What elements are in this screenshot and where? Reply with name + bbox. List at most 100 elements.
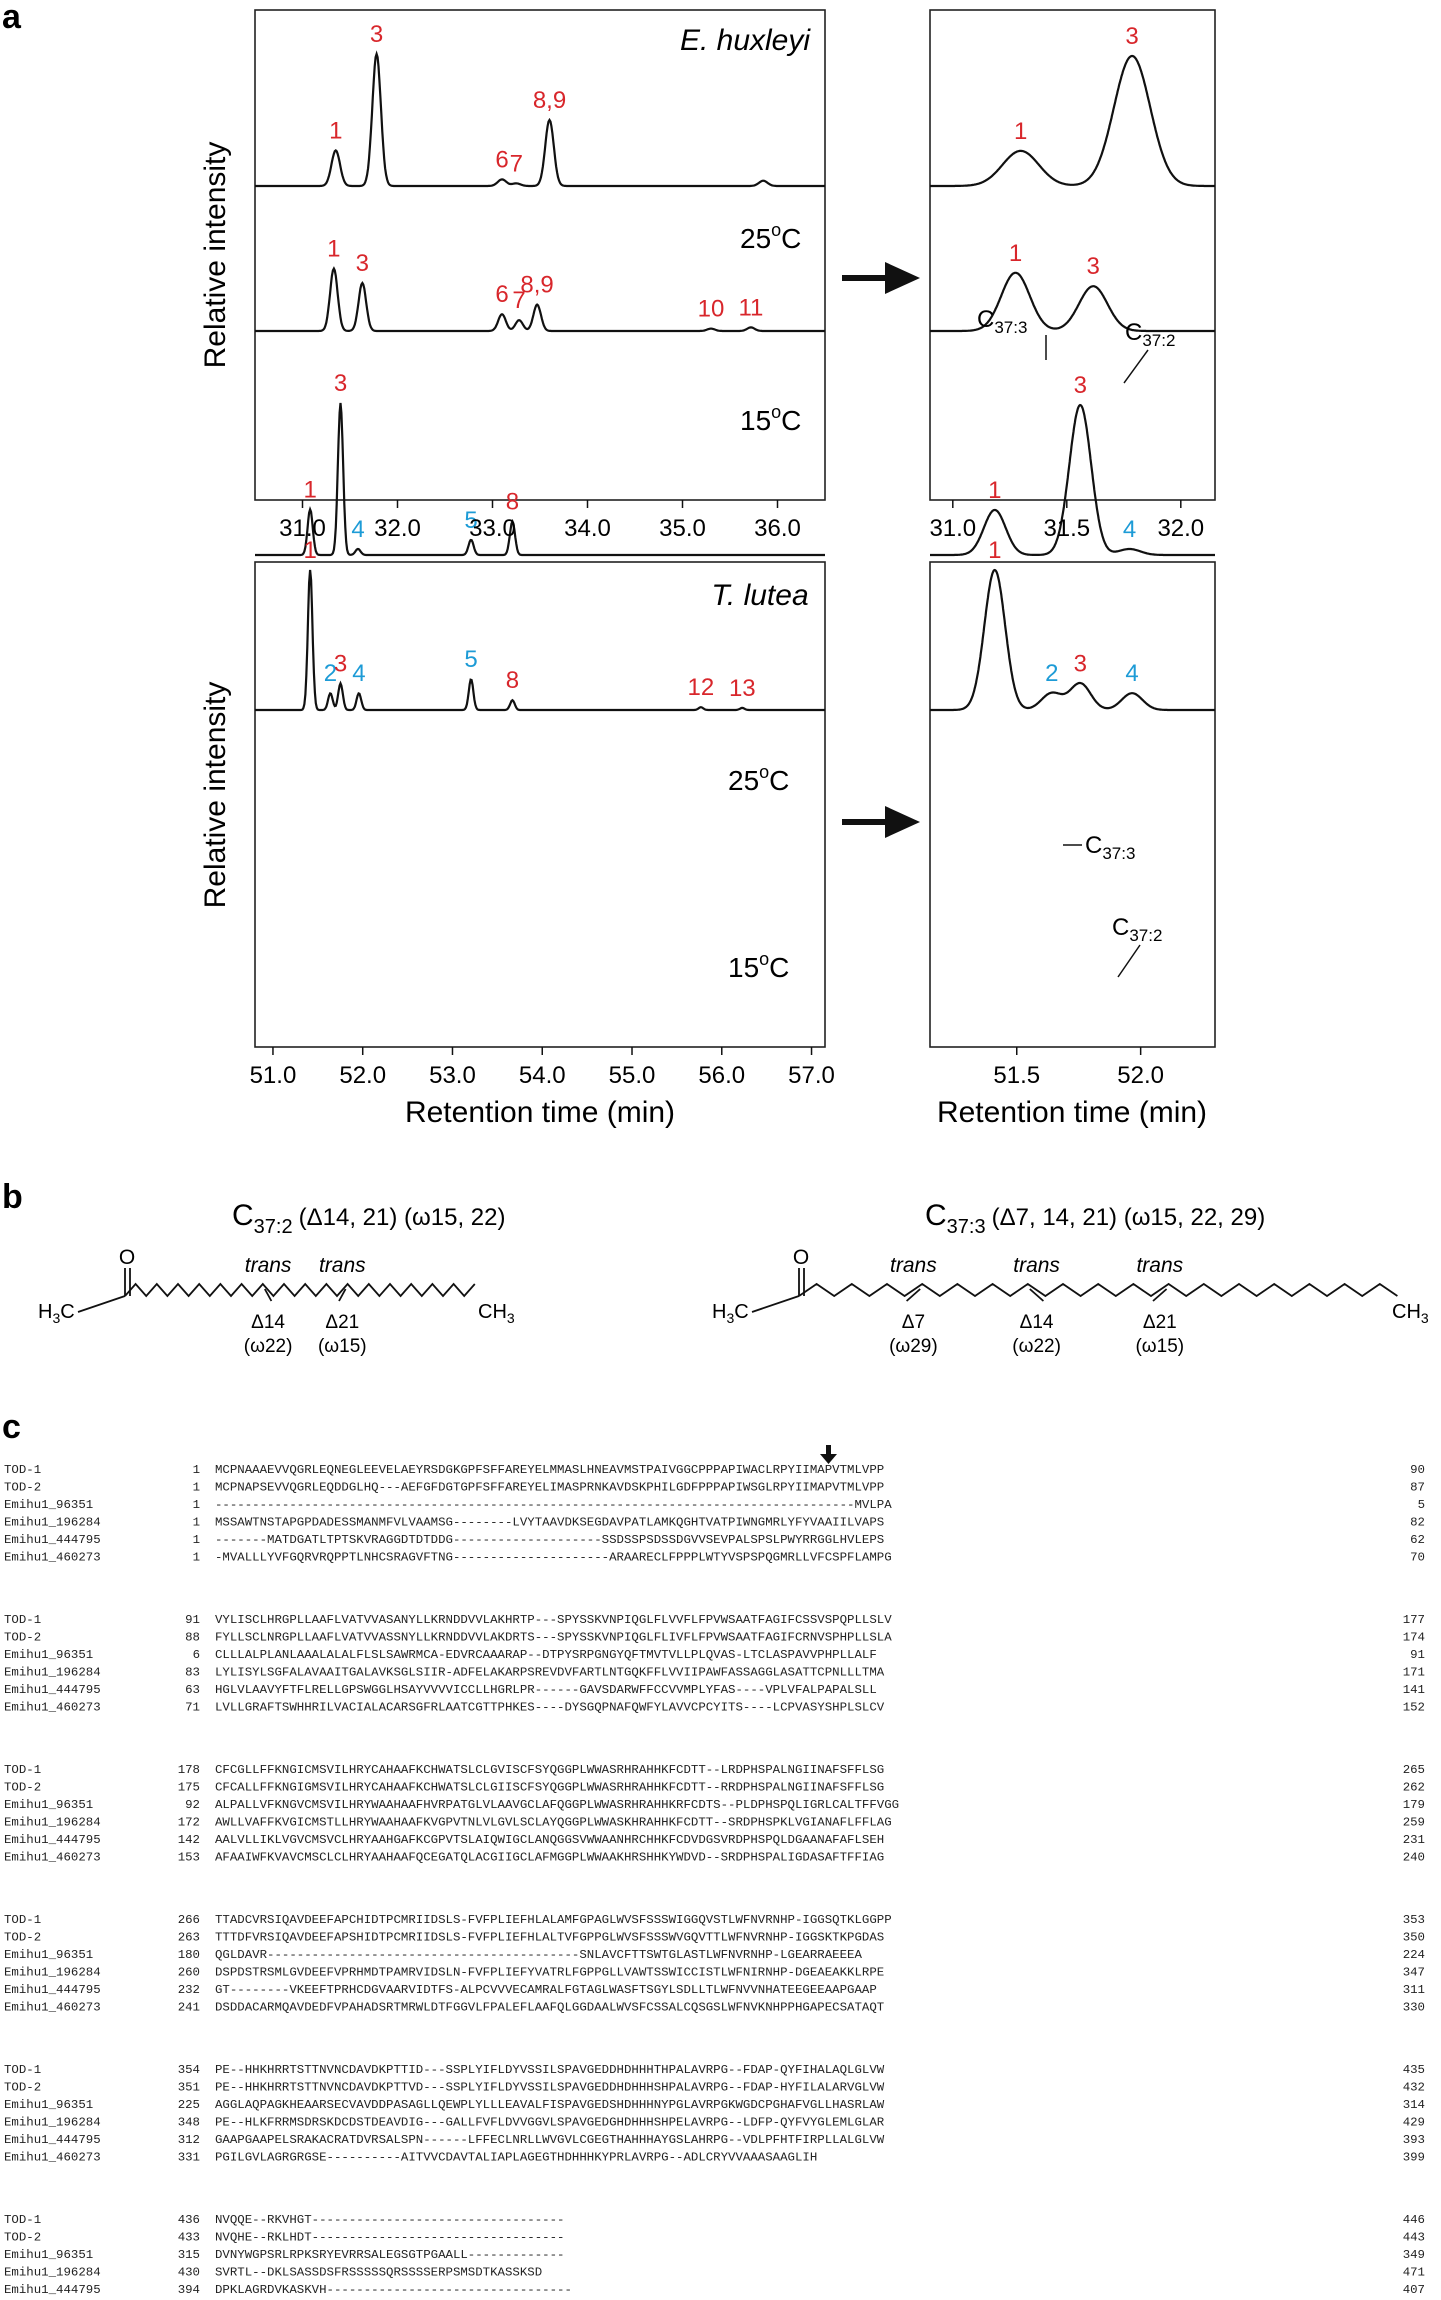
x-tick-label: 52.0 bbox=[339, 1062, 386, 1089]
alignment-seq-name: Emihu1_196284 bbox=[4, 1516, 101, 1530]
alignment-end-pos: 62 bbox=[1410, 1533, 1425, 1547]
oxygen-label: O bbox=[119, 1246, 135, 1269]
peak-label: 8 bbox=[506, 489, 519, 516]
alignment-start-pos: 92 bbox=[185, 1798, 200, 1812]
x-tick-label: 31.0 bbox=[279, 515, 326, 542]
alignment-sequence: FYLLSCLNRGPLLAAFLVATVVASSNYLLKRNDDVVLAKD… bbox=[215, 1631, 892, 1645]
panel-label-a: a bbox=[2, 0, 22, 36]
peak-label: 4 bbox=[1123, 516, 1136, 543]
alignment-seq-name: Emihu1_460273 bbox=[4, 1551, 101, 1565]
alignment-sequence: ----------------------------------------… bbox=[215, 1498, 892, 1512]
alignment-start-pos: 91 bbox=[185, 1613, 200, 1627]
methyl-label: CH3 bbox=[1392, 1301, 1429, 1326]
molecule-annotation: Δ14 bbox=[1020, 1312, 1054, 1333]
alignment-seq-name: Emihu1_96351 bbox=[4, 1498, 93, 1512]
peak-label: 1 bbox=[327, 236, 340, 263]
alignment-start-pos: 232 bbox=[178, 1983, 200, 1997]
peak-label: 4 bbox=[351, 516, 364, 543]
alignment-seq-name: Emihu1_96351 bbox=[4, 1648, 93, 1662]
x-tick-label: 57.0 bbox=[788, 1062, 835, 1089]
xlabel-right: Retention time (min) bbox=[937, 1096, 1207, 1129]
alignment-sequence: DPKLAGRDVKASKVH-------------------------… bbox=[215, 2283, 572, 2297]
peak-label: 8,9 bbox=[520, 272, 553, 299]
alignment-end-pos: 350 bbox=[1403, 1931, 1425, 1945]
peak-label: 3 bbox=[334, 370, 347, 397]
alignment-seq-name: Emihu1_444795 bbox=[4, 2283, 101, 2297]
alignment-start-pos: 348 bbox=[178, 2116, 200, 2130]
alignment-sequence: CFCALLFFKNGIGMSVILHRYCAHAAFKCHWATSLCLGII… bbox=[215, 1781, 884, 1795]
alignment-seq-name: TOD-1 bbox=[4, 2063, 41, 2077]
alignment-start-pos: 260 bbox=[178, 1966, 200, 1980]
x-tick-label: 51.5 bbox=[993, 1062, 1040, 1089]
x-tick-label: 51.0 bbox=[250, 1062, 297, 1089]
species-eh: E. huxleyi bbox=[680, 24, 811, 57]
temp-tl-15: 15oC bbox=[728, 949, 789, 983]
trace-series bbox=[255, 50, 825, 188]
peak-label: 5 bbox=[464, 507, 477, 534]
alignment-seq-name: Emihu1_196284 bbox=[4, 2266, 101, 2280]
alignment-end-pos: 179 bbox=[1403, 1798, 1425, 1812]
peak-label: 1 bbox=[304, 476, 317, 503]
x-tick-label: 31.5 bbox=[1043, 515, 1090, 542]
peak-label: 12 bbox=[688, 674, 715, 701]
alignment-end-pos: 141 bbox=[1403, 1683, 1425, 1697]
alignment-end-pos: 330 bbox=[1403, 2001, 1425, 2015]
alignment-sequence: AFAAIWFKVAVCMSCLCLHRYAAHAAFQCEGATQLACGII… bbox=[215, 1851, 884, 1865]
alignment-start-pos: 312 bbox=[178, 2133, 200, 2147]
alignment-sequence: AWLLVAFFKVGICMSTLLHRYWAAHAAFKVGPVTNLVLGV… bbox=[215, 1816, 892, 1830]
alignment-seq-name: Emihu1_460273 bbox=[4, 1851, 101, 1865]
peak-label: 3 bbox=[1087, 253, 1100, 280]
alignment-start-pos: 6 bbox=[193, 1648, 200, 1662]
alignment-start-pos: 63 bbox=[185, 1683, 200, 1697]
trace-series bbox=[255, 402, 825, 557]
alignment-sequence: GT--------VKEEFTPRHCDGVAARVIDTFS-ALPCVVV… bbox=[215, 1983, 877, 1997]
alignment-sequence: LYLISYLSGFALAVAAITGALAVKSGLSIIR-ADFELAKA… bbox=[215, 1666, 885, 1680]
alignment-seq-name: TOD-2 bbox=[4, 1631, 41, 1645]
alignment-start-pos: 430 bbox=[178, 2266, 200, 2280]
x-tick-label: 32.0 bbox=[1157, 515, 1204, 542]
molecule-c372: H3C O trans Δ14 (ω22) trans Δ21 (ω15) CH3 bbox=[38, 1246, 515, 1357]
plot-frame-tl bbox=[254, 561, 826, 1048]
alignment-end-pos: 177 bbox=[1403, 1613, 1425, 1627]
xlabel-left: Retention time (min) bbox=[405, 1096, 675, 1129]
alignment-sequence: TTTDFVRSIQAVDEEFAPSHIDTPCMRIIDSLS-FVFPLI… bbox=[215, 1931, 884, 1945]
alignment-start-pos: 225 bbox=[178, 2098, 200, 2112]
ylabel-top: Relative intensity bbox=[199, 142, 232, 369]
x-tick-label: 56.0 bbox=[698, 1062, 745, 1089]
alignment-start-pos: 175 bbox=[178, 1781, 200, 1795]
alignment-start-pos: 178 bbox=[178, 1763, 200, 1777]
alignment-seq-name: Emihu1_444795 bbox=[4, 1683, 101, 1697]
alignment-seq-name: Emihu1_196284 bbox=[4, 1666, 101, 1680]
alignment-seq-name: Emihu1_444795 bbox=[4, 1983, 101, 1997]
alignment-end-pos: 82 bbox=[1410, 1516, 1425, 1530]
peak-label: 4 bbox=[1125, 660, 1138, 687]
alignment-seq-name: Emihu1_444795 bbox=[4, 1833, 101, 1847]
molecule-annotation: Δ14 bbox=[251, 1312, 285, 1333]
molecule-annotation: trans bbox=[245, 1254, 292, 1277]
alignment-end-pos: 240 bbox=[1403, 1851, 1425, 1865]
alignment-seq-name: TOD-2 bbox=[4, 1781, 41, 1795]
alignment-sequence: DVNYWGPSRLRPKSRYEVRRSALEGSGTPGAALL------… bbox=[215, 2248, 564, 2262]
peak-label: 1 bbox=[1009, 240, 1022, 267]
alignment-end-pos: 87 bbox=[1410, 1481, 1425, 1495]
alignment-seq-name: Emihu1_460273 bbox=[4, 1701, 101, 1715]
peak-label: 6 bbox=[495, 146, 508, 173]
alignment-end-pos: 224 bbox=[1403, 1948, 1425, 1962]
molecule-annotation: (ω29) bbox=[889, 1336, 938, 1357]
alignment-start-pos: 241 bbox=[178, 2001, 200, 2015]
x-tick-label: 31.0 bbox=[929, 515, 976, 542]
peak-label: 8 bbox=[506, 667, 519, 694]
temp-tl-25: 25oC bbox=[728, 762, 789, 796]
sequence-alignment: TOD-1 1 MCPNAAAEVVQGRLEQNEGLEEVELAEYRSDGKG… bbox=[4, 1463, 1425, 2297]
alignment-seq-name: Emihu1_460273 bbox=[4, 2001, 101, 2015]
alignment-start-pos: 142 bbox=[178, 1833, 200, 1847]
c373-label-eh: C37:3 bbox=[977, 306, 1027, 337]
c373-label-tl: C37:3 bbox=[1085, 832, 1135, 863]
molecule-annotation: Δ21 bbox=[1143, 1312, 1177, 1333]
peak-label: 7 bbox=[512, 287, 525, 314]
methyl-label: CH3 bbox=[478, 1301, 515, 1326]
x-tick-label: 36.0 bbox=[754, 515, 801, 542]
peak-label: 5 bbox=[464, 646, 477, 673]
peak-label: 10 bbox=[698, 296, 725, 323]
